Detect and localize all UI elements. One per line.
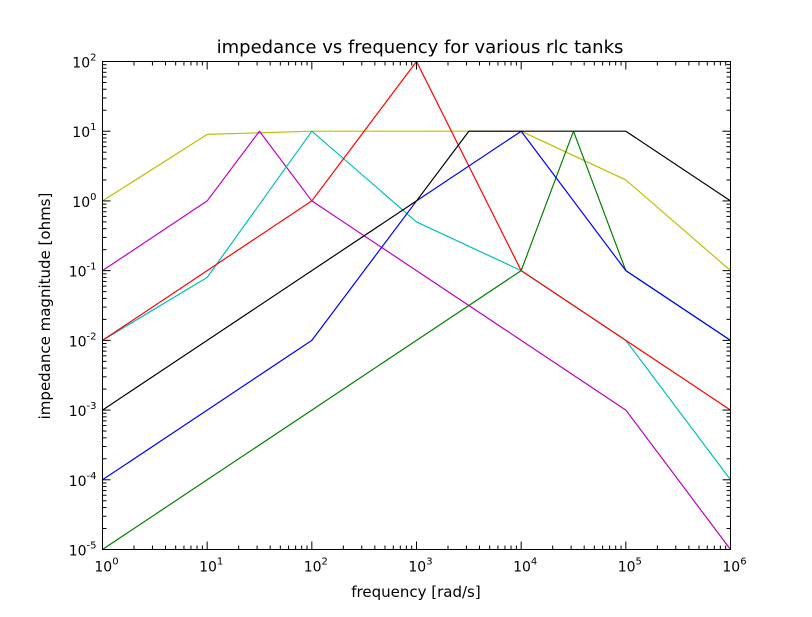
series-layer [102, 60, 731, 550]
y-tick-label: 101 [72, 122, 96, 141]
plot-area-frame [102, 61, 731, 550]
series-line-3 [102, 130, 731, 481]
series-line-1 [102, 130, 731, 272]
y-tick-label: 10-1 [69, 262, 97, 281]
y-tick-label: 10-2 [69, 331, 97, 350]
series-line-5 [102, 130, 731, 550]
chart-title: impedance vs frequency for various rlc t… [217, 37, 624, 58]
x-tick-label: 103 [408, 557, 432, 576]
series-line-6 [102, 130, 731, 481]
y-axis-label: impedance magnitude [ohms] [36, 193, 54, 420]
y-tick-label: 100 [72, 192, 96, 211]
x-tick-label: 102 [304, 557, 328, 576]
y-tick-label: 102 [72, 53, 96, 72]
series-line-7 [102, 130, 731, 411]
series-line-4 [102, 60, 731, 411]
x-axis-label: frequency [rad/s] [351, 583, 480, 601]
ticks-layer: 100 101 102 103 104 105 106 10-5 10-4 10-3 10-2 10-… [69, 53, 747, 576]
y-tick-label: 10-5 [69, 541, 97, 560]
y-tick-label: 10-4 [69, 471, 97, 490]
x-tick-label: 101 [199, 557, 223, 576]
x-tick-label: 106 [722, 557, 746, 576]
x-tick-label: 105 [618, 557, 642, 576]
y-tick-label: 10-3 [69, 401, 97, 420]
x-tick-label: 104 [513, 557, 537, 576]
x-tick-label: 100 [94, 557, 118, 576]
